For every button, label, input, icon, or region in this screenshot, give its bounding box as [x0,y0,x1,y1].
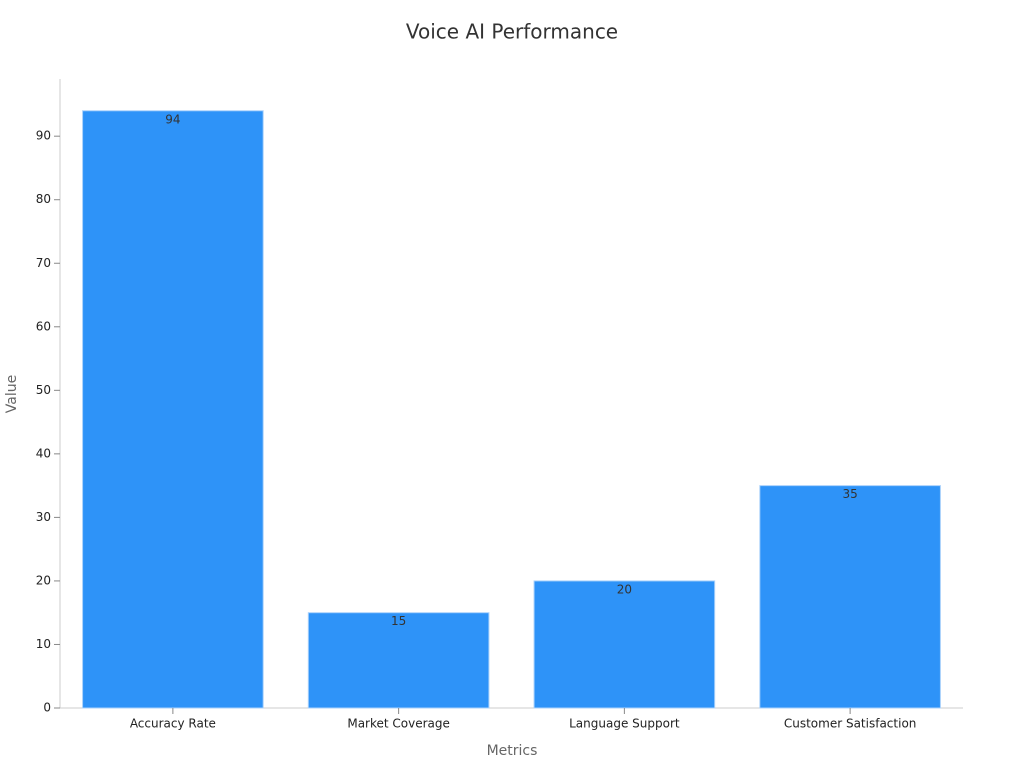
y-axis-title: Value [4,375,20,413]
data-label: 94 [165,112,180,126]
data-label: 15 [391,614,406,628]
x-tick-label: Market Coverage [347,717,450,731]
y-tick-label: 80 [36,192,51,206]
y-tick-label: 20 [36,573,51,587]
bar [307,612,490,709]
y-tick-label: 10 [36,637,51,651]
x-tick-label: Accuracy Rate [130,717,216,731]
x-axis-title: Metrics [487,743,538,759]
data-label: 20 [617,582,632,596]
y-tick-label: 60 [36,319,51,333]
y-tick-label: 70 [36,256,51,270]
x-tick-label: Language Support [569,717,680,731]
y-tick-label: 40 [36,446,51,460]
data-label: 35 [842,487,857,501]
y-tick-label: 30 [36,510,51,524]
y-tick-label: 50 [36,383,51,397]
bar [759,485,941,709]
bar [82,110,264,709]
y-tick-label: 90 [36,129,51,143]
bar [533,580,716,709]
x-tick-label: Customer Satisfaction [784,717,917,731]
y-tick-label: 0 [43,701,51,715]
chart-title: Voice AI Performance [406,20,618,44]
